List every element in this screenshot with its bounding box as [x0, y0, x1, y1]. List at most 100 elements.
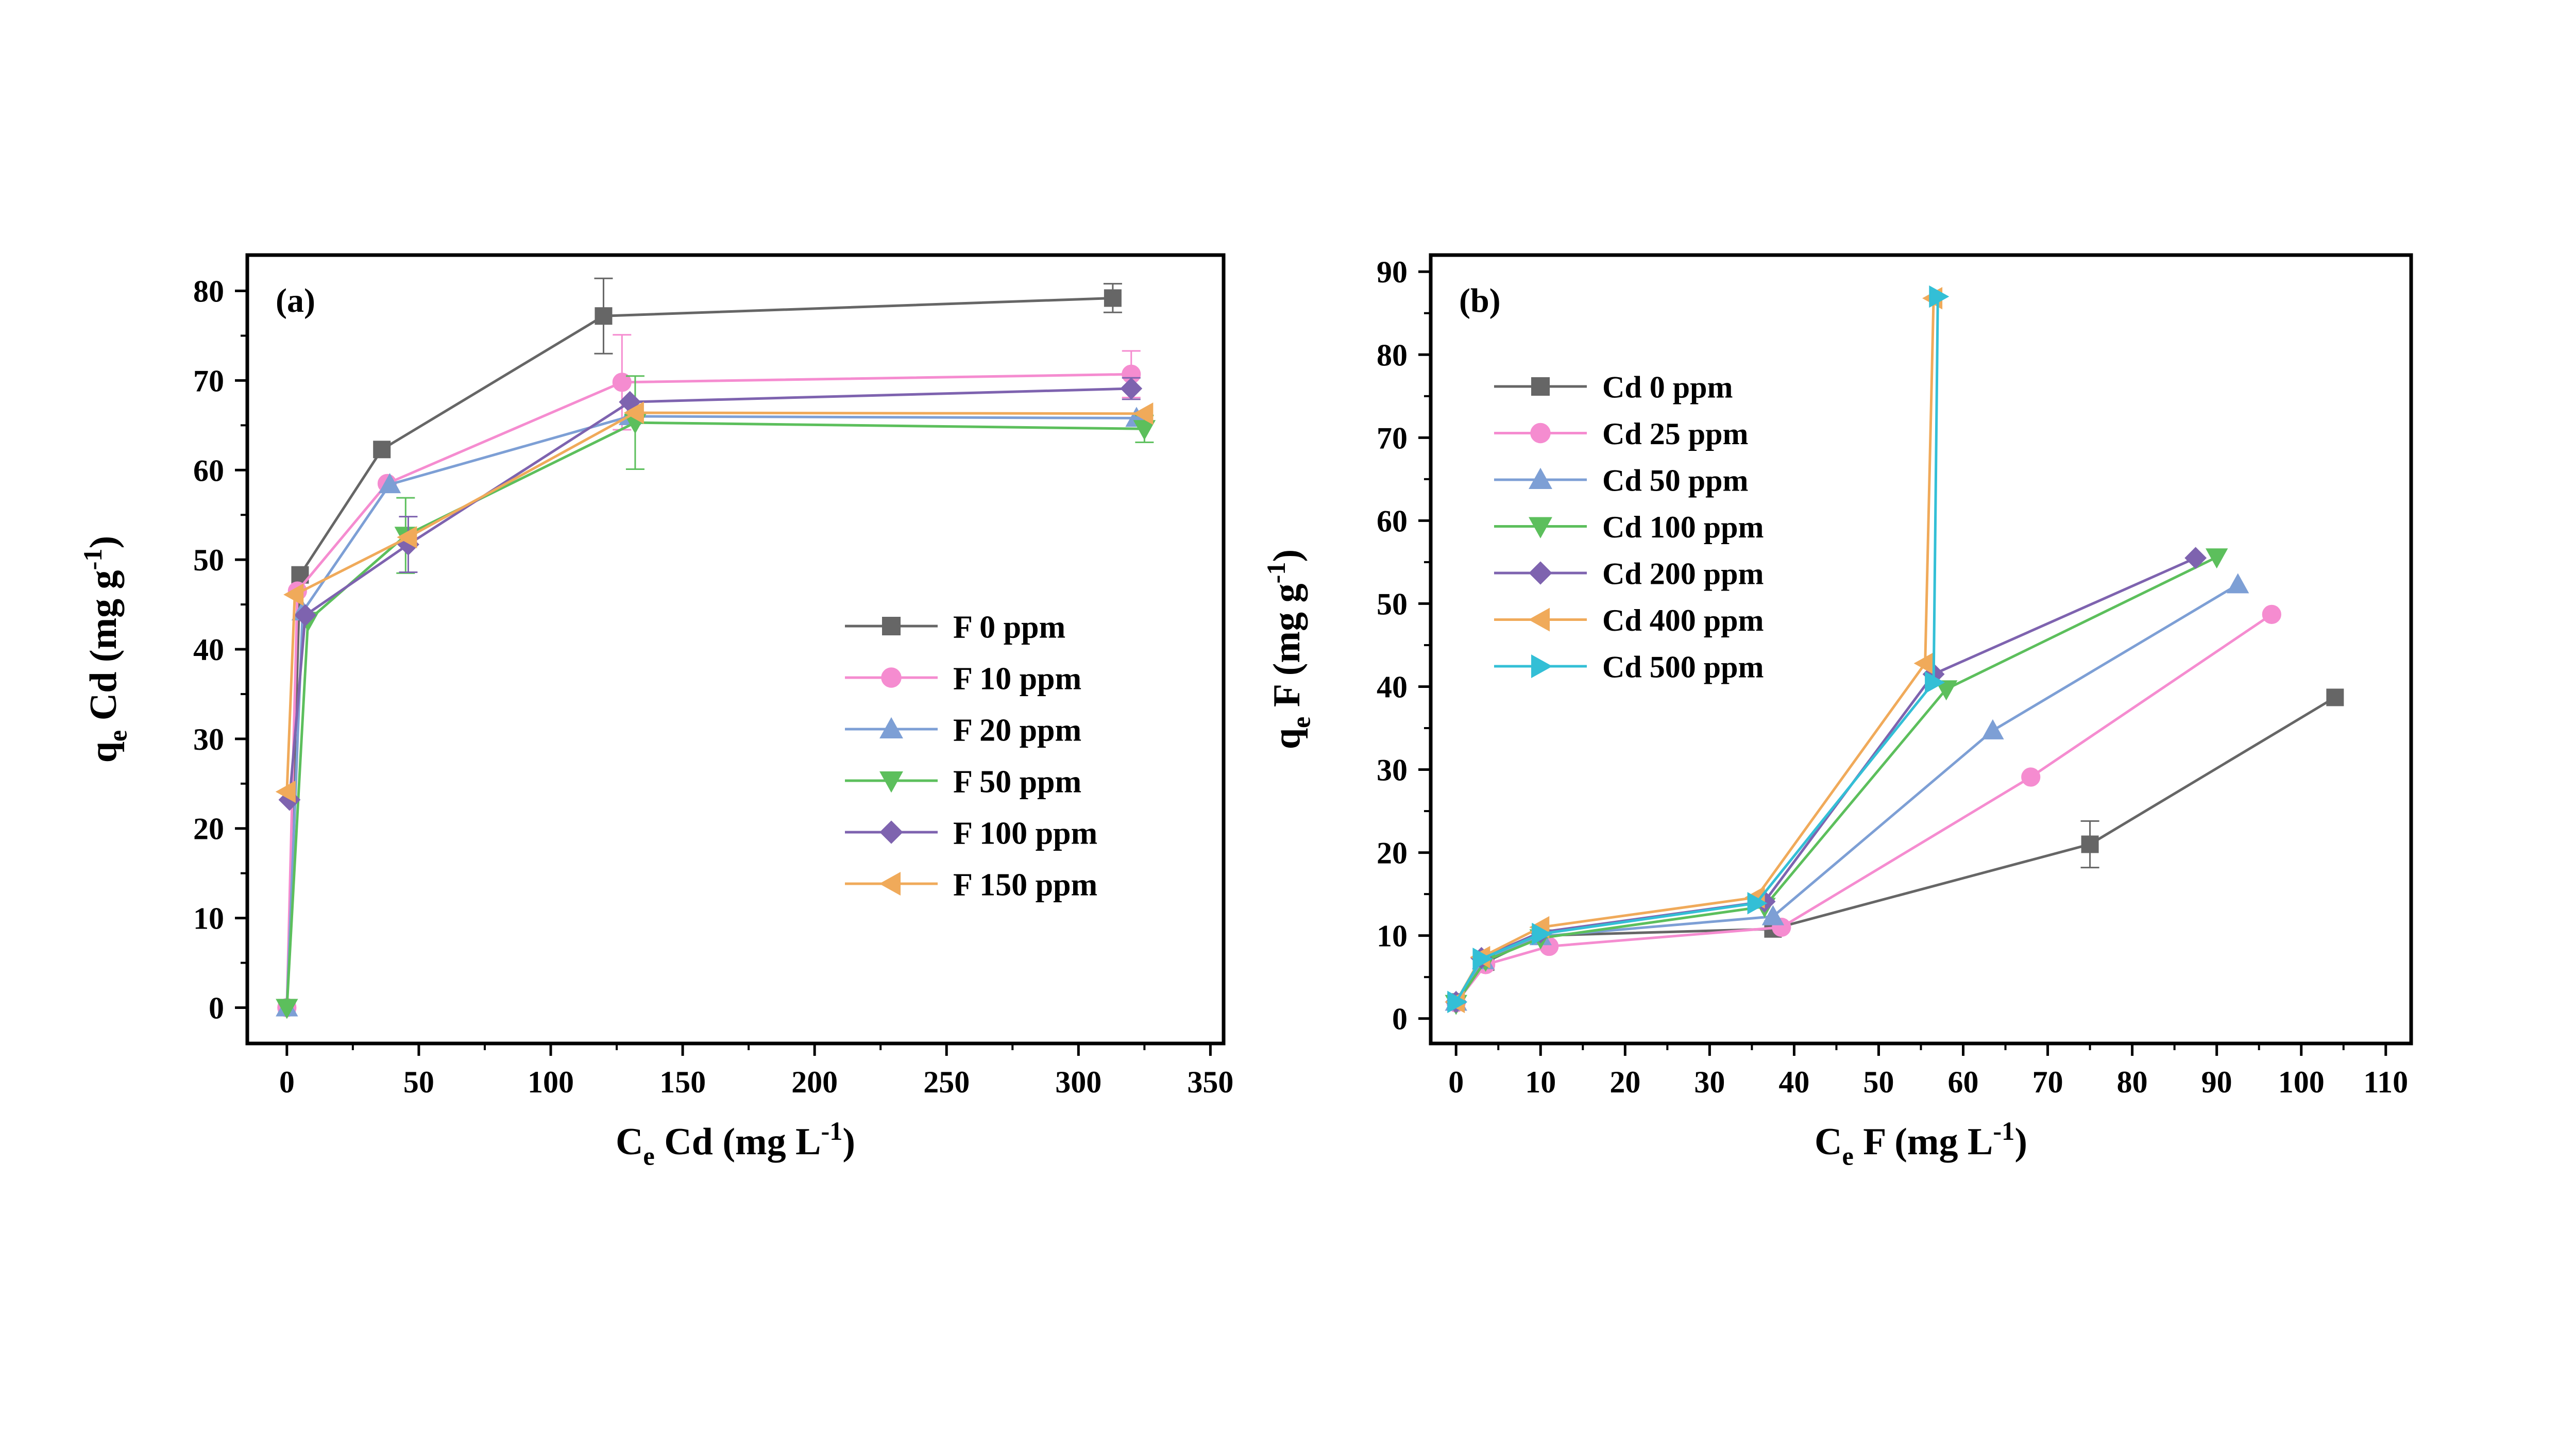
chart-panel-a: 0 50 100 150 200 250 300 350 0 10 20 30 40 50 60 70 80 Ce…	[78, 253, 1233, 1171]
legend: F 0 ppm F 10 ppm F 20 ppm F 50 ppm F 100 ppm…	[845, 610, 1097, 902]
data-point	[1532, 922, 1552, 946]
y-tick-label: 80	[193, 275, 224, 309]
data-point	[294, 604, 317, 627]
plot-frame	[1429, 253, 2413, 1046]
legend-item: F 20 ppm	[845, 713, 1081, 748]
data-point	[623, 401, 644, 424]
legend-marker	[1531, 654, 1553, 678]
y-tick-label: 80	[1377, 338, 1408, 372]
legend-label: Cd 100 ppm	[1602, 510, 1764, 544]
legend-item: F 150 ppm	[845, 867, 1097, 902]
data-point	[378, 473, 401, 494]
x-tick-label: 0	[279, 1065, 295, 1099]
x-tick-label: 10	[1525, 1065, 1556, 1099]
legend-marker	[1530, 423, 1551, 444]
legend-label: F 0 ppm	[953, 610, 1065, 645]
legend-label: F 50 ppm	[953, 764, 1081, 799]
x-tick-label: 250	[923, 1065, 970, 1099]
y-tick-label: 20	[193, 812, 224, 846]
x-tick-label: 20	[1609, 1065, 1640, 1099]
legend-marker	[1529, 467, 1552, 489]
data-point	[1472, 948, 1493, 970]
y-tick-label: 60	[193, 453, 224, 487]
data-point	[2205, 548, 2228, 569]
legend-item: Cd 50 ppm	[1494, 464, 1748, 498]
legend-marker	[1528, 608, 1550, 632]
data-point	[283, 583, 304, 606]
x-tick-label: 100	[2278, 1065, 2325, 1099]
data-point	[397, 526, 417, 549]
legend-marker	[1529, 517, 1552, 538]
y-tick-label: 70	[193, 364, 224, 398]
legend-label: F 20 ppm	[953, 713, 1081, 748]
y-tick-label: 50	[1377, 587, 1408, 621]
y-tick-label: 50	[193, 543, 224, 577]
legend-label: Cd 50 ppm	[1602, 464, 1748, 498]
x-tick-label: 350	[1187, 1065, 1233, 1099]
x-tick-label: 80	[2117, 1065, 2148, 1099]
x-tick-label: 150	[659, 1065, 706, 1099]
x-tick-label: 110	[2363, 1065, 2408, 1099]
legend-marker	[879, 872, 901, 896]
legend-marker	[1531, 377, 1550, 396]
x-tick-label: 70	[2032, 1065, 2063, 1099]
x-tick-label: 50	[403, 1065, 434, 1099]
x-tick-label: 300	[1055, 1065, 1101, 1099]
y-tick-label: 20	[1377, 836, 1408, 870]
legend-item: Cd 0 ppm	[1494, 370, 1733, 405]
data-point	[1104, 289, 1122, 307]
plot-area	[1445, 285, 2344, 1015]
data-point	[373, 441, 391, 459]
series-line	[1455, 696, 2336, 1003]
series-f-0-ppm	[278, 277, 1122, 1017]
legend-item: Cd 200 ppm	[1494, 557, 1764, 591]
data-point	[595, 307, 613, 325]
series-line	[1455, 555, 2217, 1005]
series-cd-0-ppm	[1447, 688, 2344, 1011]
data-point	[2021, 767, 2041, 787]
legend-marker	[881, 667, 902, 688]
x-axis-title: Ce F (mg L-1)	[1815, 1117, 2027, 1171]
x-tick-label: 50	[1863, 1065, 1894, 1099]
legend-item: F 100 ppm	[845, 816, 1097, 851]
legend-label: F 10 ppm	[953, 661, 1081, 696]
legend-item: F 10 ppm	[845, 661, 1081, 696]
y-tick-label: 0	[1392, 1002, 1408, 1036]
legend-marker	[879, 717, 903, 738]
x-tick-label: 30	[1694, 1065, 1725, 1099]
legend-label: Cd 0 ppm	[1602, 370, 1733, 405]
y-tick-label: 70	[1377, 421, 1408, 455]
legend-marker	[879, 820, 903, 844]
series-line	[285, 415, 1137, 1008]
plot-frame	[245, 253, 1226, 1046]
legend-marker	[882, 617, 901, 635]
series-line	[1455, 583, 2239, 1003]
y-tick-label: 0	[209, 991, 224, 1025]
data-point	[2184, 547, 2207, 569]
x-tick-label: 60	[1948, 1065, 1979, 1099]
legend-marker	[879, 771, 903, 793]
x-tick-label: 0	[1448, 1065, 1464, 1099]
y-tick-label: 90	[1377, 255, 1408, 289]
data-point	[2262, 604, 2281, 624]
legend-label: Cd 400 ppm	[1602, 603, 1764, 637]
legend-label: Cd 200 ppm	[1602, 557, 1764, 591]
plot-area	[275, 277, 1156, 1019]
data-point	[275, 780, 296, 803]
y-tick-label: 40	[1377, 670, 1408, 704]
chart-panel-b: 0 10 20 30 40 50 60 70 80 90 100 110 0 10 20 30 40 50 60 70…	[1262, 253, 2413, 1171]
data-point	[1133, 402, 1154, 425]
x-tick-label: 100	[528, 1065, 574, 1099]
legend-marker	[1529, 561, 1552, 585]
legend-label: F 100 ppm	[953, 816, 1097, 851]
y-axis-title: qe F (mg g-1)	[1262, 549, 1316, 749]
legend-item: Cd 500 ppm	[1494, 650, 1764, 684]
y-tick-label: 10	[1377, 919, 1408, 953]
legend-item: Cd 400 ppm	[1494, 603, 1764, 637]
data-point	[1447, 990, 1468, 1014]
y-tick-label: 30	[193, 722, 224, 756]
legend-label: F 150 ppm	[953, 867, 1097, 902]
legend-item: F 50 ppm	[845, 764, 1081, 799]
data-point	[1981, 719, 2004, 739]
